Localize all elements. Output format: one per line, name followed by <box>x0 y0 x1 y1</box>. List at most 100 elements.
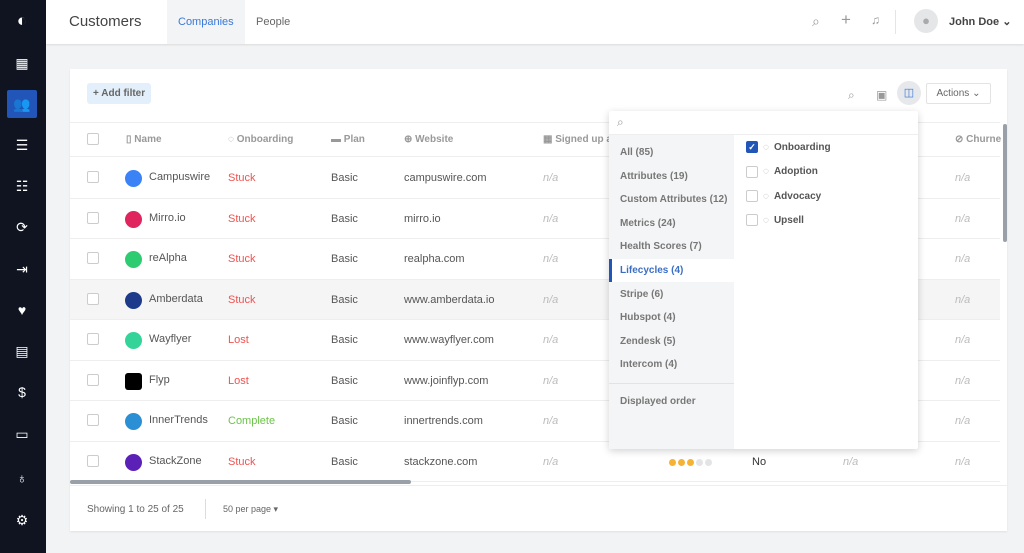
table-row[interactable]: InnerTrends Complete Basic innertrends.c… <box>70 401 1000 442</box>
table-row[interactable]: Wayflyer Lost Basic www.wayflyer.com n/a… <box>70 320 1000 361</box>
divider <box>609 383 734 384</box>
plan: Basic <box>331 374 358 387</box>
column-option[interactable]: ✓ ◌ Onboarding <box>746 141 831 155</box>
row-checkbox[interactable] <box>87 292 99 305</box>
plan: Basic <box>331 172 358 184</box>
money-icon[interactable]: $ <box>18 384 26 400</box>
top-header: Customers Companies People ⌕ + ♫ ● John … <box>46 0 1024 44</box>
sync-icon[interactable]: ⟳ <box>16 218 28 235</box>
actions-dropdown[interactable]: Actions ⌄ <box>926 83 991 104</box>
signed-up: n/a <box>543 334 559 346</box>
add-filter-button[interactable]: + Add filter <box>87 83 152 104</box>
company-name[interactable]: Amberdata <box>149 292 203 305</box>
settings-icon[interactable]: ⚙ <box>15 511 29 528</box>
horizontal-scrollbar[interactable] <box>70 480 411 484</box>
user-menu[interactable]: John Doe ⌄ <box>949 15 1011 28</box>
column-category[interactable]: Zendesk (5) <box>620 335 676 347</box>
col-churned[interactable]: ⊘ Churne <box>955 134 1002 145</box>
checkbox[interactable]: ✓ <box>746 141 758 154</box>
column-category[interactable]: Custom Attributes (12) <box>620 194 728 206</box>
company-name[interactable]: InnerTrends <box>149 414 208 426</box>
column-category[interactable]: Health Scores (7) <box>620 241 702 253</box>
col-name[interactable]: ▯ Name <box>126 134 162 145</box>
plan: Basic <box>331 455 358 468</box>
column-option[interactable]: ◌ Adoption <box>746 165 818 179</box>
customers-icon[interactable]: 👥 <box>7 90 37 118</box>
table-row[interactable]: reAlpha Stuck Basic realpha.com n/a n/a <box>70 239 1000 280</box>
lightbulb-icon[interactable]: ♁ <box>16 470 28 486</box>
column-category[interactable]: Lifecycles (4) <box>609 259 734 282</box>
company-name[interactable]: Mirro.io <box>149 211 186 224</box>
search-icon[interactable]: ⌕ <box>848 88 855 102</box>
churned: n/a <box>955 253 971 265</box>
hierarchy-icon[interactable]: ☰ <box>15 136 29 153</box>
login-icon[interactable]: ⇥ <box>16 260 28 277</box>
bell-icon[interactable]: ♫ <box>871 13 880 27</box>
search-icon: ⌕ <box>617 115 624 129</box>
select-all-checkbox[interactable] <box>87 133 99 145</box>
search-icon[interactable]: ⌕ <box>812 13 820 29</box>
company-name[interactable]: reAlpha <box>149 252 187 264</box>
per-page-select[interactable]: 50 per page ▾ <box>205 499 278 519</box>
tab-companies[interactable]: Companies <box>167 0 245 44</box>
column-category[interactable]: Stripe (6) <box>620 288 664 300</box>
col-label: Name <box>134 134 162 145</box>
avatar[interactable]: ● <box>914 9 938 33</box>
onboarding-status: Stuck <box>228 212 256 225</box>
col-website[interactable]: ⊕ Website <box>404 134 454 145</box>
row-checkbox[interactable] <box>87 211 99 224</box>
company-logo <box>125 210 142 228</box>
column-option[interactable]: ◌ Upsell <box>746 214 804 228</box>
table-row[interactable]: Campuswire Stuck Basic campuswire.com n/… <box>70 158 1000 199</box>
displayed-order-button[interactable]: Displayed order <box>620 396 696 407</box>
company-logo <box>125 251 142 268</box>
logo-icon[interactable]: ◐ <box>16 11 28 30</box>
table-row[interactable]: Mirro.io Stuck Basic mirro.io n/a n/a <box>70 199 1000 239</box>
column-category[interactable]: All (85) <box>620 147 654 158</box>
health-icon[interactable]: ♥ <box>17 302 27 318</box>
column-search-input[interactable]: ⌕ <box>609 111 918 135</box>
company-name[interactable]: StackZone <box>149 454 202 467</box>
row-checkbox[interactable] <box>87 333 99 345</box>
signed-up: n/a <box>543 172 559 184</box>
checkbox[interactable] <box>746 214 758 227</box>
column-category[interactable]: Hubspot (4) <box>620 312 676 324</box>
signed-up: n/a <box>543 253 559 265</box>
archive-icon[interactable]: ▣ <box>876 88 888 102</box>
calculator-icon[interactable]: ▤ <box>15 342 29 359</box>
column-category[interactable]: Intercom (4) <box>620 359 678 371</box>
checklist-icon[interactable]: ☷ <box>15 177 29 194</box>
checkbox[interactable] <box>746 165 758 178</box>
columns-button[interactable]: ◫ <box>897 81 921 105</box>
table-row[interactable]: StackZone Stuck Basic stackzone.com n/a … <box>70 442 1000 482</box>
table-row[interactable]: Flyp Lost Basic www.joinflyp.com n/a n/a <box>70 361 1000 401</box>
signed-up: n/a <box>543 293 559 306</box>
row-checkbox[interactable] <box>87 414 99 426</box>
row-checkbox[interactable] <box>87 454 99 467</box>
plan: Basic <box>331 415 358 427</box>
churned: n/a <box>955 415 971 427</box>
page-title: Customers <box>69 13 142 30</box>
messages-icon[interactable]: ▭ <box>15 425 29 442</box>
column-option[interactable]: ◌ Advocacy <box>746 189 821 204</box>
col-plan[interactable]: ▬ Plan <box>331 134 365 145</box>
row-checkbox[interactable] <box>87 373 99 386</box>
company-name[interactable]: Wayflyer <box>149 333 192 345</box>
onboarding-status: Stuck <box>228 455 256 468</box>
col-signed-up[interactable]: ▦ Signed up a <box>543 134 612 145</box>
plus-icon[interactable]: + <box>841 10 851 29</box>
checkbox[interactable] <box>746 189 758 202</box>
company-name[interactable]: Campuswire <box>149 171 211 183</box>
column-category[interactable]: Attributes (19) <box>620 170 688 182</box>
row-checkbox[interactable] <box>87 171 99 183</box>
tab-people[interactable]: People <box>256 16 291 28</box>
lifecycle-icon: ◌ <box>763 142 769 153</box>
column-category[interactable]: Metrics (24) <box>620 217 676 229</box>
vertical-scrollbar[interactable] <box>1003 124 1007 242</box>
table-footer: Showing 1 to 25 of 25 50 per page ▾ <box>70 485 1007 531</box>
row-checkbox[interactable] <box>87 252 99 264</box>
company-name[interactable]: Flyp <box>149 373 170 386</box>
dashboard-icon[interactable]: ▦ <box>15 54 29 71</box>
col-onboarding[interactable]: ◌ Onboarding <box>228 134 294 145</box>
website: stackzone.com <box>404 455 478 468</box>
